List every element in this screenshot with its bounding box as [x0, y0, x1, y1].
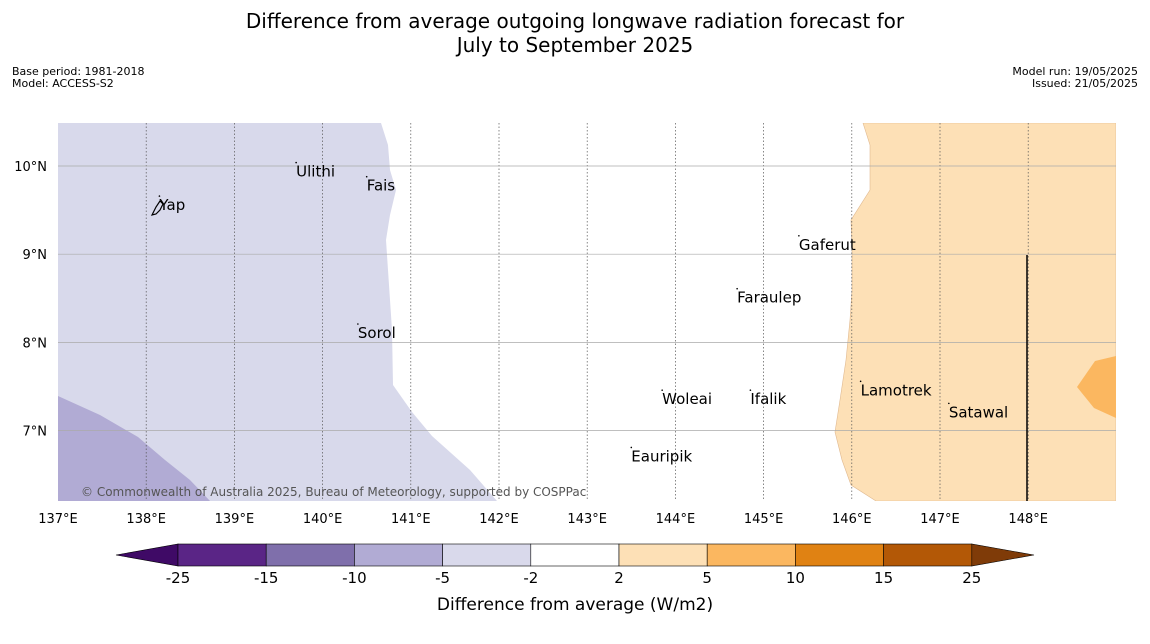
island-marker: [661, 389, 663, 391]
colorbar-tick-label: -15: [254, 569, 279, 587]
lon-tick-label: 141°E: [391, 512, 431, 527]
colorbar-segment: [354, 543, 443, 567]
colorbar-segment: [618, 543, 708, 567]
model-run: Model run: 19/05/2025: [1012, 65, 1138, 78]
place-label: Lamotrek: [861, 381, 932, 399]
base-period: Base period: 1981-2018: [12, 65, 145, 78]
lon-tick-label: 144°E: [656, 512, 696, 527]
lon-tick-label: 148°E: [1008, 512, 1048, 527]
lon-tick-label: 142°E: [479, 512, 519, 527]
island-marker: [630, 446, 633, 449]
colorbar-tick-label: 15: [874, 569, 893, 587]
colorbar-tick-label: 2: [614, 569, 624, 587]
place-label: Fais: [367, 177, 396, 195]
places-layer: Yap Ulithi Fais Sorol Gaferut Faraulep Woleai I…: [158, 161, 1008, 465]
place-label: Faraulep: [737, 289, 801, 307]
map-area: Yap Ulithi Fais Sorol Gaferut Faraulep Woleai I…: [58, 123, 1116, 501]
colorbar-tick-label: -5: [435, 569, 450, 587]
anomaly-region-5-10: [1077, 356, 1116, 418]
island-marker: [948, 402, 950, 405]
colorbar-segment: [177, 543, 267, 567]
colorbar-segment: [706, 543, 796, 567]
copyright-notice: © Commonwealth of Australia 2025, Bureau…: [81, 485, 586, 499]
place-label: Yap: [158, 196, 185, 214]
colorbar-segment: [530, 543, 620, 567]
lon-tick-label: 147°E: [920, 512, 960, 527]
colorbar-tick-label: 25: [962, 569, 981, 587]
title-line-1: Difference from average outgoing longwav…: [245, 9, 905, 33]
lon-tick-label: 139°E: [215, 512, 255, 527]
colorbar-segment: [265, 543, 355, 567]
meta-right: Model run: 19/05/2025 Issued: 21/05/2025: [1012, 66, 1138, 90]
island-marker: [365, 175, 368, 178]
title-line-2: July to September 2025: [456, 33, 694, 57]
colorbar-extend-high: [971, 543, 1035, 567]
lat-tick-label: 8°N: [23, 336, 48, 351]
colorbar-tick-label: -25: [166, 569, 191, 587]
colorbar-tick-label: 5: [702, 569, 712, 587]
colorbar-segment: [442, 543, 532, 567]
colorbar-label: Difference from average (W/m2): [437, 595, 713, 615]
lon-tick-label: 140°E: [303, 512, 343, 527]
island-marker: [859, 380, 862, 383]
anomaly-region-minus5-minus2: [58, 123, 497, 501]
colorbar-extend-low: [115, 543, 179, 567]
lon-tick-label: 138°E: [126, 512, 166, 527]
colorbar-tick-label: -2: [523, 569, 538, 587]
place-label: Sorol: [358, 324, 396, 342]
lat-tick-label: 10°N: [14, 160, 47, 175]
colorbar-segment: [795, 543, 884, 567]
lon-tick-label: 145°E: [744, 512, 784, 527]
colorbar: -25 -15 -10 -5 -2 2 5 10 15 25: [115, 543, 1035, 587]
island-marker: [295, 161, 297, 164]
lat-tick-label: 9°N: [23, 248, 48, 263]
axis-labels: 137°E 138°E 139°E 140°E 141°E 142°E 143°E 144°E…: [14, 160, 1048, 527]
place-label: Ifalik: [750, 390, 786, 408]
island-marker: [736, 287, 738, 290]
colorbar-tick-label: 10: [786, 569, 805, 587]
place-label: Satawal: [949, 403, 1008, 421]
colorbar-tick-label: -10: [342, 569, 367, 587]
anomaly-region-2-5: [834, 123, 1116, 501]
lon-tick-label: 146°E: [832, 512, 872, 527]
island-marker: [357, 323, 359, 325]
anomaly-region-minus10-minus5: [58, 396, 210, 501]
place-label: Ulithi: [296, 163, 335, 181]
meta-left: Base period: 1981-2018 Model: ACCESS-S2: [12, 66, 144, 90]
lat-tick-label: 7°N: [23, 425, 48, 440]
island-marker: [158, 195, 161, 197]
island-marker: [749, 389, 752, 391]
place-label: Woleai: [662, 390, 712, 408]
model-name: Model: ACCESS-S2: [12, 77, 114, 90]
grid-lines: [58, 123, 1116, 501]
island-marker: [798, 234, 800, 237]
place-label: Eauripik: [631, 447, 692, 465]
lon-tick-label: 137°E: [38, 512, 78, 527]
colorbar-segment: [883, 543, 973, 567]
lon-tick-label: 143°E: [567, 512, 607, 527]
place-label: Gaferut: [799, 236, 856, 254]
issued-date: Issued: 21/05/2025: [1031, 77, 1138, 90]
yap-island-shape: [150, 200, 164, 216]
chart-title: Difference from average outgoing longwav…: [0, 9, 1150, 57]
